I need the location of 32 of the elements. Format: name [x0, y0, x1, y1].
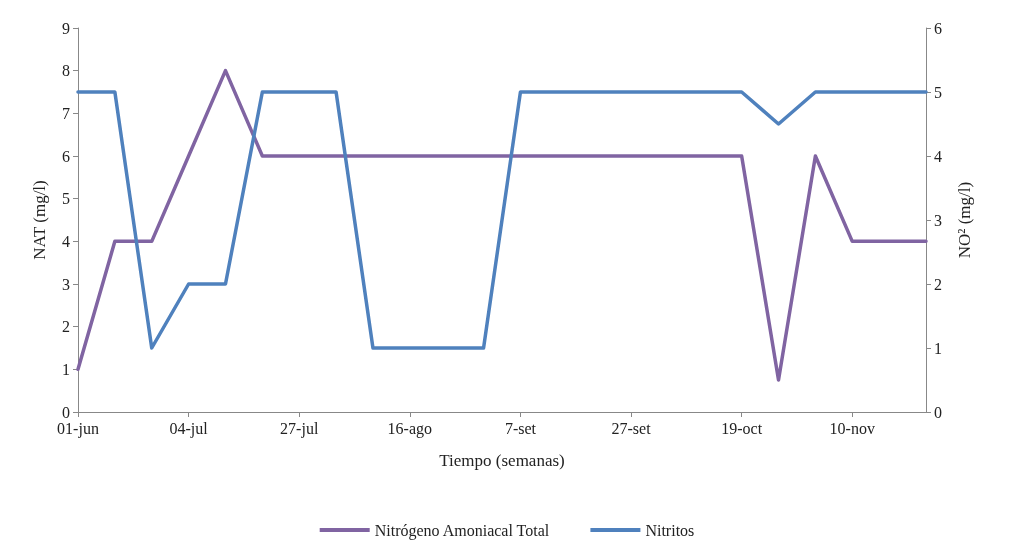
legend-label: Nitrógeno Amoniacal Total: [374, 521, 550, 540]
y-tick-label: 4: [62, 232, 70, 250]
y2-tick-label: 3: [934, 211, 942, 229]
y-tick-label: 2: [62, 318, 70, 336]
y2-tick-label: 1: [934, 339, 942, 357]
y-tick-label: 1: [62, 360, 70, 378]
y2-tick-label: 0: [934, 403, 942, 421]
x-tick-label: 01-jun: [57, 419, 99, 438]
y-tick-label: 3: [62, 275, 70, 293]
x-tick-label: 7-set: [504, 419, 537, 437]
x-tick-label: 10-nov: [829, 419, 875, 437]
y-tick-label: 7: [62, 104, 70, 122]
x-tick-label: 27-jul: [280, 419, 319, 438]
legend-label: Nitritos: [645, 521, 695, 539]
line-series: [76, 68, 928, 382]
y2-tick-label: 6: [934, 19, 942, 37]
y2-tick-label: 2: [934, 275, 942, 293]
y-tick-label: 5: [62, 190, 70, 208]
line-series: [76, 90, 928, 350]
y-tick-label: 6: [62, 147, 70, 165]
y-tick-label: 8: [62, 62, 70, 80]
y-axis-title: NAT (mg/l): [30, 180, 49, 260]
y2-tick-label: 4: [934, 147, 942, 165]
y2-axis-title: NO² (mg/l): [955, 181, 974, 259]
y-tick-label: 0: [62, 403, 70, 421]
y-tick-label: 9: [62, 19, 70, 37]
x-axis-title: Tiempo (semanas): [439, 451, 565, 470]
x-tick-label: 04-jul: [169, 419, 209, 438]
y2-tick-label: 5: [934, 83, 942, 101]
x-tick-label: 27-set: [611, 419, 652, 437]
x-tick-label: 16-ago: [387, 419, 433, 438]
x-tick-label: 19-oct: [721, 419, 763, 437]
